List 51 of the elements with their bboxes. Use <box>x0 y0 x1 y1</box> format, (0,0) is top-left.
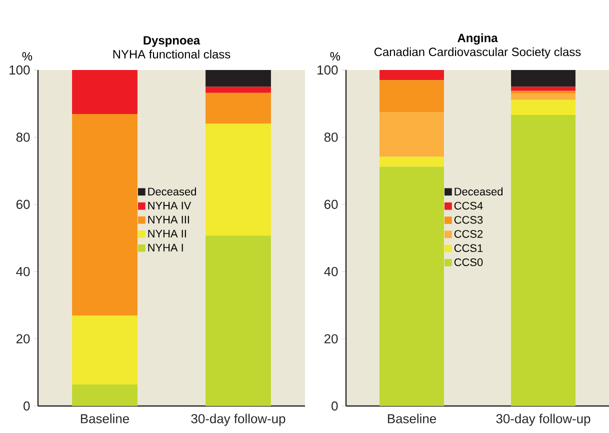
bar <box>511 94 576 100</box>
x-tick-label: 30-day follow-up <box>496 414 590 426</box>
legend-label: NYHA IV <box>148 202 192 210</box>
legend-label: CCS1 <box>454 244 483 252</box>
y-tick-label: 80 <box>16 132 30 142</box>
legend-label: CCS0 <box>454 258 483 266</box>
y-tick-label: 20 <box>324 334 338 344</box>
y-tick-label: 0 <box>332 401 338 411</box>
x-tick-label: Baseline <box>80 414 130 424</box>
bar <box>206 70 271 87</box>
legend-label: CCS3 <box>454 216 483 224</box>
legend-label: NYHA III <box>148 216 189 224</box>
y-tick-label: 0 <box>24 401 30 411</box>
chart-title: Angina <box>458 33 498 45</box>
bar <box>380 112 444 157</box>
x-tick-label: 30-day follow-up <box>191 414 286 426</box>
bar <box>380 80 444 112</box>
chart-subtitle: Canadian Cardiovascular Society class <box>374 47 581 59</box>
y-axis-title: % <box>330 52 340 60</box>
chart-title: Dyspnoea <box>144 36 200 47</box>
bar <box>511 90 576 94</box>
y-tick-label: 20 <box>16 334 30 344</box>
bar <box>72 70 138 114</box>
legend-label: NYHA II <box>148 230 186 238</box>
bar <box>511 86 576 91</box>
y-tick-label: 100 <box>318 65 338 75</box>
bar <box>380 156 444 167</box>
y-tick-label: 60 <box>324 200 338 209</box>
bar <box>511 70 576 87</box>
legend-label: Deceased <box>148 187 196 196</box>
bar <box>72 384 138 406</box>
bar <box>511 100 576 116</box>
x-tick-label: Baseline <box>388 414 436 424</box>
legend-label: Deceased <box>454 187 503 196</box>
legend-label: NYHA I <box>148 244 183 252</box>
y-axis-title: % <box>22 52 32 60</box>
chart-subtitle: NYHA functional class <box>113 50 230 58</box>
bar <box>72 316 138 384</box>
legend-label: CCS2 <box>454 230 483 238</box>
legend-label: CCS4 <box>454 202 483 210</box>
y-tick-label: 40 <box>324 267 338 276</box>
y-tick-label: 100 <box>10 65 30 75</box>
y-tick-label: 60 <box>16 200 30 209</box>
bar <box>511 115 576 406</box>
y-tick-label: 80 <box>324 132 338 142</box>
y-tick-label: 40 <box>16 267 30 276</box>
bar <box>380 70 444 80</box>
bar <box>206 236 271 406</box>
bar <box>206 86 271 93</box>
bar <box>206 92 271 124</box>
bar <box>206 124 271 236</box>
